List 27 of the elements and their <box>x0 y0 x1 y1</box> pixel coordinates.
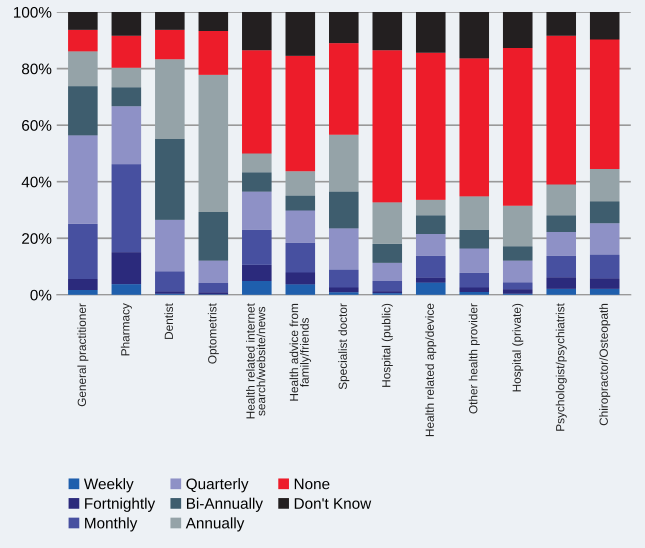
x-tick-label: Chiropractor/Osteopath <box>599 304 610 426</box>
y-tick-label: 80% <box>22 63 52 74</box>
x-tick-label: Health related internet search/website/news <box>246 303 266 418</box>
legend-label: Fortnightly <box>85 498 156 512</box>
x-tick-label: General practitioner <box>77 303 88 406</box>
legend-label: Bi-Annually <box>186 498 263 512</box>
y-tick-label: 100% <box>14 6 52 18</box>
legend-label: None <box>294 478 330 490</box>
x-tick-label: Optometrist <box>208 303 219 364</box>
legend-label: Annually <box>186 517 244 532</box>
y-tick-label: 20% <box>22 233 52 244</box>
y-tick-label: 40% <box>22 176 52 188</box>
x-tick-label: Other health provider <box>468 303 480 414</box>
x-tick-label: Psychologist/psychiatrist <box>556 303 567 431</box>
x-tick-label: Health related app/device <box>425 304 436 436</box>
x-tick-label: Specialist doctor <box>338 303 350 390</box>
x-tick-label: Dentist <box>164 303 173 339</box>
legend-label: Quarterly <box>186 478 249 492</box>
legend-label: Weekly <box>84 478 134 492</box>
y-tick-label: 60% <box>22 120 52 131</box>
x-tick-label: Pharmacy <box>120 303 132 356</box>
legend-label: Don't Know <box>294 498 372 509</box>
x-tick-label: Hospital (public) <box>382 304 393 387</box>
x-tick-label: Health advice from family/friends <box>290 304 312 401</box>
legend-label: Monthly <box>85 517 138 532</box>
x-tick-label: Hospital (private) <box>512 304 524 392</box>
y-tick-label: 0% <box>30 290 52 301</box>
